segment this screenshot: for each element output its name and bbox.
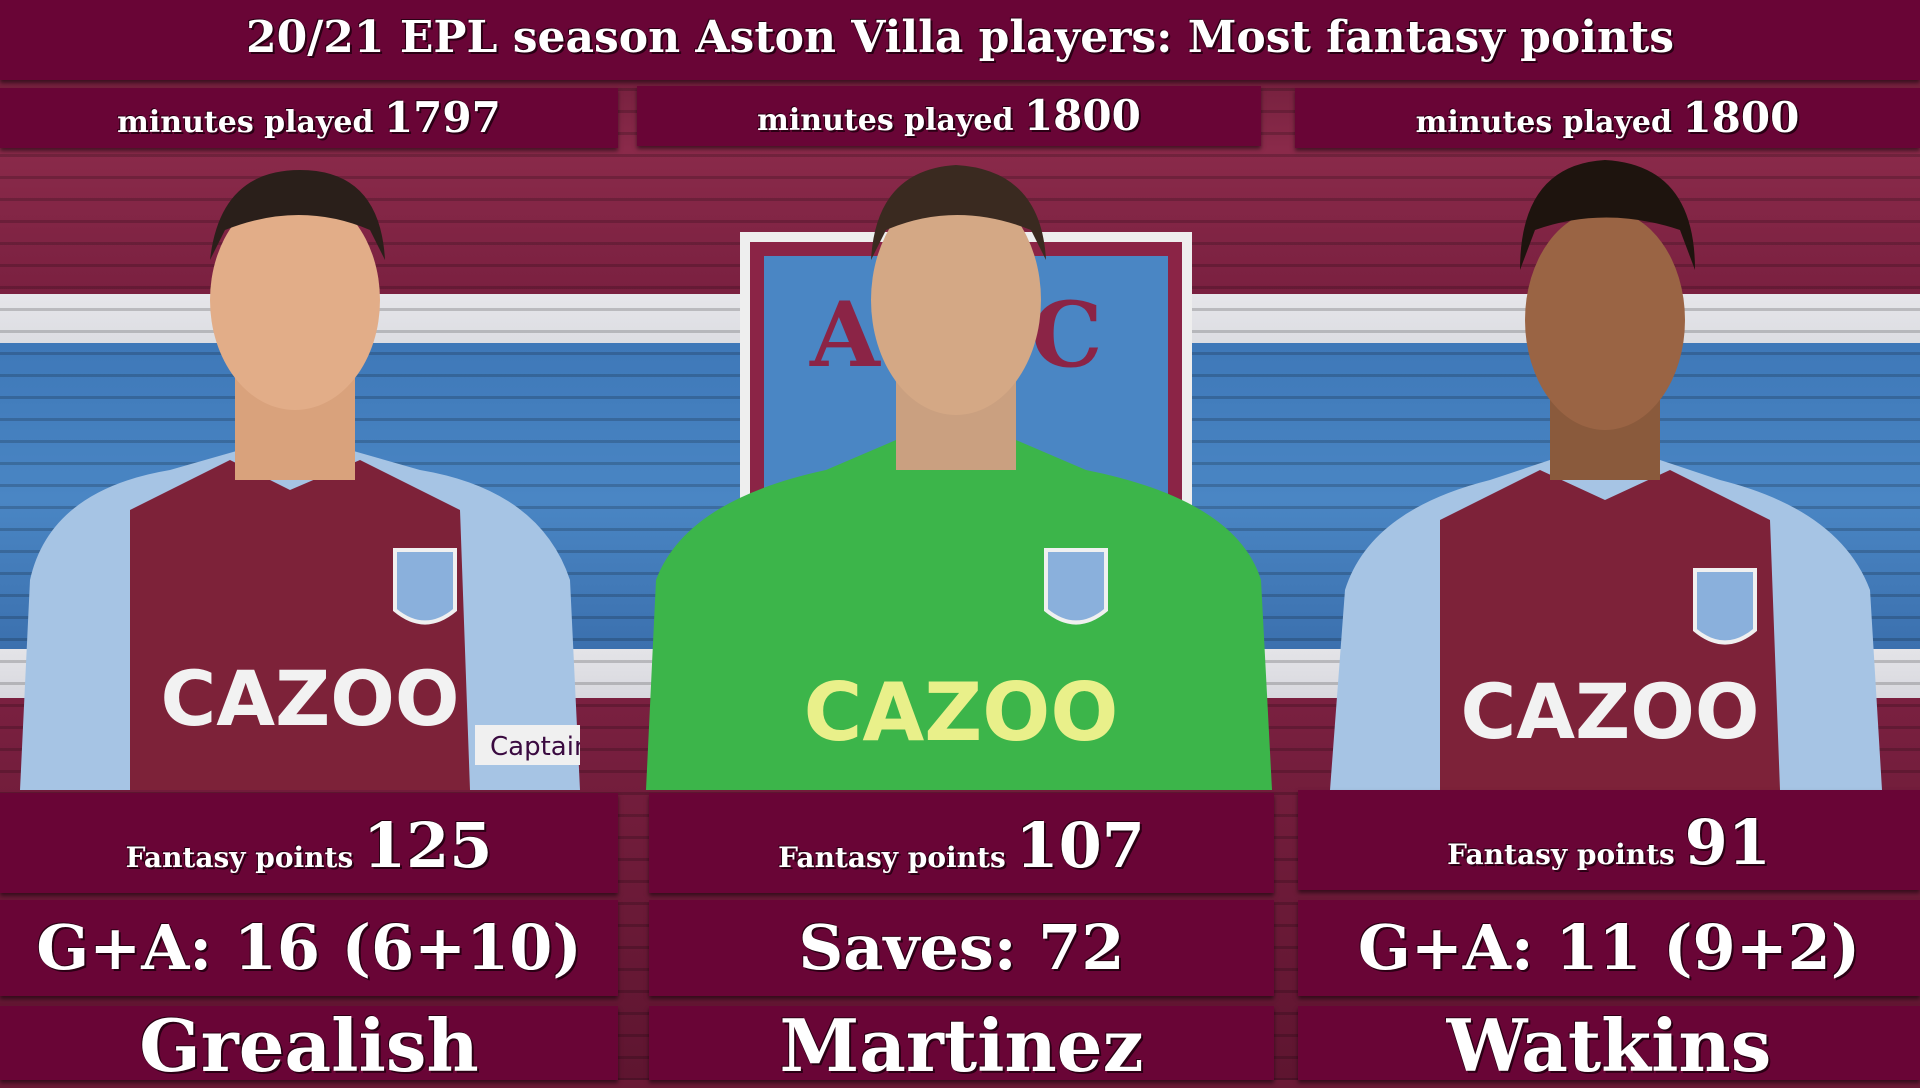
player-name-martinez: Martinez xyxy=(649,1006,1274,1086)
minutes-label: minutes played xyxy=(117,105,374,140)
fantasy-points-box-watkins: Fantasy points 91 xyxy=(1298,790,1920,890)
fantasy-value: 107 xyxy=(1015,809,1145,882)
fantasy-points-box-martinez: Fantasy points 107 xyxy=(649,793,1274,893)
stat-box-watkins: G+A: 11 (9+2) xyxy=(1298,900,1920,996)
captain-armband: Captain xyxy=(490,732,580,762)
minutes-box-grealish: minutes played 1797 xyxy=(0,88,618,148)
player-name-grealish: Grealish xyxy=(0,1006,618,1086)
minutes-value: 1800 xyxy=(1682,93,1800,142)
page-title: 20/21 EPL season Aston Villa players: Mo… xyxy=(0,0,1920,80)
minutes-box-martinez: minutes played 1800 xyxy=(637,86,1261,146)
fantasy-label: Fantasy points xyxy=(778,841,1006,874)
minutes-value: 1800 xyxy=(1023,91,1141,140)
fantasy-points-box-grealish: Fantasy points 125 xyxy=(0,793,618,893)
fantasy-value: 91 xyxy=(1684,806,1771,879)
stat-box-grealish: G+A: 16 (6+10) xyxy=(0,900,618,996)
player-photo-watkins: CAZOO xyxy=(1330,150,1882,790)
fantasy-value: 125 xyxy=(362,809,493,882)
fantasy-label: Fantasy points xyxy=(125,841,354,874)
minutes-label: minutes played xyxy=(1415,105,1672,140)
sponsor-text: CAZOO xyxy=(804,666,1119,759)
minutes-box-watkins: minutes played 1800 xyxy=(1295,88,1920,148)
stat-box-martinez: Saves: 72 xyxy=(649,900,1274,996)
player-name-watkins: Watkins xyxy=(1298,1006,1920,1086)
sponsor-text: CAZOO xyxy=(1461,667,1760,756)
minutes-value: 1797 xyxy=(383,93,501,142)
fantasy-label: Fantasy points xyxy=(1447,838,1675,871)
sponsor-text: CAZOO xyxy=(161,654,460,743)
player-photo-grealish: CAZOO Captain xyxy=(10,150,580,790)
minutes-label: minutes played xyxy=(757,103,1014,138)
player-photo-martinez: CAZOO xyxy=(646,150,1272,790)
